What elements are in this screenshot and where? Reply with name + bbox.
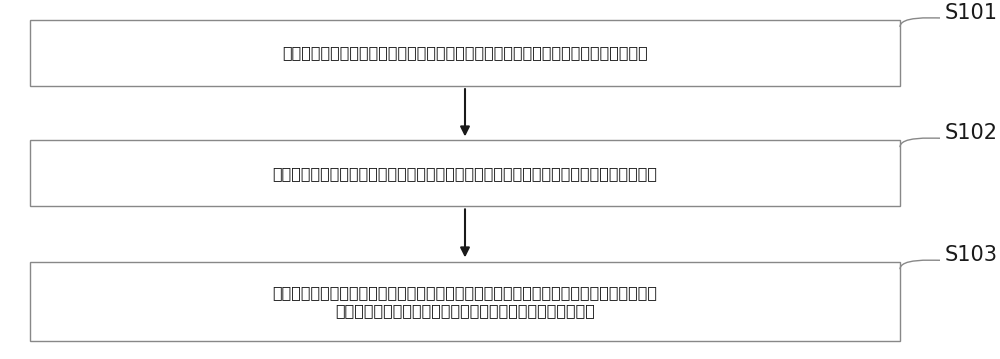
FancyBboxPatch shape	[30, 140, 900, 206]
Text: 根据人工测量盾构机位于始发架坡度及旋转角度，将测量结果与自动测量采集数据进行对比: 根据人工测量盾构机位于始发架坡度及旋转角度，将测量结果与自动测量采集数据进行对比	[272, 166, 658, 181]
Text: S103: S103	[945, 245, 998, 265]
Text: S101: S101	[945, 3, 998, 23]
Text: S102: S102	[945, 123, 998, 143]
FancyBboxPatch shape	[30, 20, 900, 86]
Text: 根据拟建隧道设计坡度确定坡度板与线坠位置关系，坡度板固定后标记线坠底端初始位: 根据拟建隧道设计坡度确定坡度板与线坠位置关系，坡度板固定后标记线坠底端初始位	[282, 46, 648, 60]
Text: 根据盾构掘进过程中，随着盾构机坡度及旋转角度变化，线坠依靠重力线坠底部与坡度板相
对关系发生变化，量取变化量确定盾构机实时坡度和旋转角度: 根据盾构掘进过程中，随着盾构机坡度及旋转角度变化，线坠依靠重力线坠底部与坡度板相…	[272, 285, 658, 318]
FancyBboxPatch shape	[30, 262, 900, 341]
